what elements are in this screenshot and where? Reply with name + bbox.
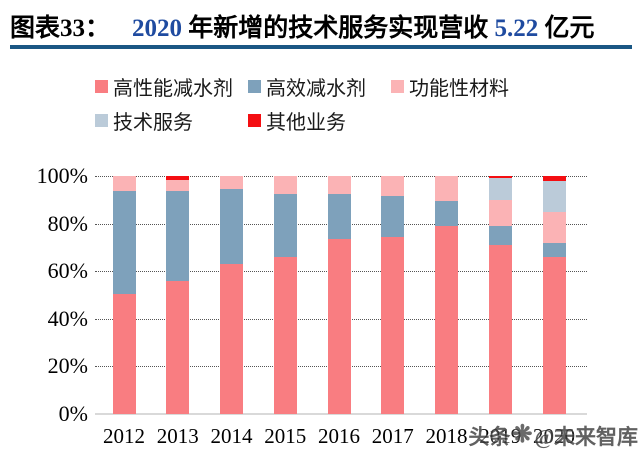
legend-label: 技术服务	[113, 111, 193, 134]
bar-segment-2014	[220, 176, 243, 190]
chart-title-text: 2020 年新增的技术服务实现营收 5.22 亿元	[132, 15, 595, 42]
watermark: 头条 ❋ @未来智库	[468, 421, 638, 451]
legend-swatch-icon	[248, 113, 261, 127]
x-axis-label: 2018	[425, 424, 468, 448]
legend-item: 高效减水剂	[248, 76, 366, 100]
legend-swatch-icon	[95, 113, 108, 127]
x-axis-label: 2020	[533, 424, 575, 448]
starburst-icon: ❋	[512, 422, 533, 448]
bar-segment-2014	[220, 264, 243, 414]
legend-swatch-icon	[95, 79, 108, 93]
x-axis-label: 2016	[318, 424, 360, 448]
title-segment: 5.22	[494, 15, 539, 42]
bar-segment-2012	[112, 176, 136, 192]
legend-label: 高性能减水剂	[113, 77, 233, 100]
watermark-text-right: @未来智库	[534, 425, 638, 449]
legend-item: 高性能减水剂	[95, 76, 233, 100]
bar-segment-2018	[435, 225, 458, 414]
y-axis-tick: 100%	[36, 163, 88, 188]
title-segment: 亿元	[538, 15, 595, 42]
bar-segment-2020	[542, 176, 566, 181]
y-axis-tick: 60%	[47, 258, 88, 284]
x-axis-label: 2014	[210, 424, 253, 448]
x-axis-label: 2017	[371, 424, 414, 448]
legend-label: 功能性材料	[409, 77, 509, 100]
legend-label: 高效减水剂	[266, 77, 366, 100]
bar-segment-2018	[435, 176, 458, 201]
bar-segment-2013	[166, 179, 190, 192]
bar-segment-2019	[488, 199, 512, 226]
page-title: 图表33： 2020 年新增的技术服务实现营收 5.22 亿元	[10, 8, 630, 44]
bar-segment-2018	[435, 200, 458, 226]
bar-segment-2015	[273, 256, 297, 414]
bar-segment-2012	[112, 191, 136, 294]
bar-segment-2019	[488, 178, 512, 200]
bar-segment-2015	[273, 176, 297, 194]
y-axis-tick: 80%	[47, 210, 88, 236]
bar-segment-2016	[327, 193, 351, 240]
bar-segment-2015	[273, 193, 297, 257]
bar-segment-2013	[166, 191, 190, 281]
bar-segment-2014	[220, 189, 243, 265]
bar-segment-2020	[542, 256, 566, 414]
x-axis-label: 2013	[156, 424, 199, 448]
title-divider	[10, 45, 632, 49]
bar-segment-2016	[327, 239, 351, 414]
bar-segment-2017	[381, 176, 405, 197]
bar-segment-2020	[542, 242, 566, 257]
legend-item: 功能性材料	[391, 76, 509, 100]
bar-segment-2017	[381, 196, 405, 237]
y-axis-tick: 40%	[47, 305, 88, 331]
legend-item: 技术服务	[95, 110, 193, 134]
x-axis-line	[95, 413, 587, 415]
bar-segment-2020	[542, 211, 566, 243]
bar-segment-2016	[327, 176, 351, 194]
legend-swatch-icon	[391, 79, 404, 93]
watermark-text-left: 头条	[468, 425, 511, 449]
title-segment: 年新增的技术服务实现营收	[182, 15, 495, 42]
legend-label: 其他业务	[266, 111, 346, 134]
bar-segment-2019	[488, 225, 512, 245]
y-axis-tick: 20%	[47, 353, 88, 379]
bar-segment-2013	[166, 280, 190, 414]
title-segment: 2020	[132, 15, 183, 42]
bar-segment-2017	[381, 236, 405, 414]
bar-segment-2019	[488, 245, 512, 414]
x-axis-label: 2015	[264, 424, 307, 448]
y-axis-tick: 0%	[58, 401, 88, 426]
chart-number-label: 图表33：	[10, 15, 111, 42]
bar-segment-2012	[112, 293, 136, 414]
bar-segment-2013	[166, 176, 190, 180]
x-axis-label: 2012	[103, 424, 145, 448]
legend-swatch-icon	[248, 79, 261, 93]
bar-segment-2020	[542, 180, 566, 212]
x-axis-label: 2019	[479, 424, 522, 448]
legend-item: 其他业务	[248, 110, 346, 134]
bar-segment-2019	[488, 176, 512, 179]
